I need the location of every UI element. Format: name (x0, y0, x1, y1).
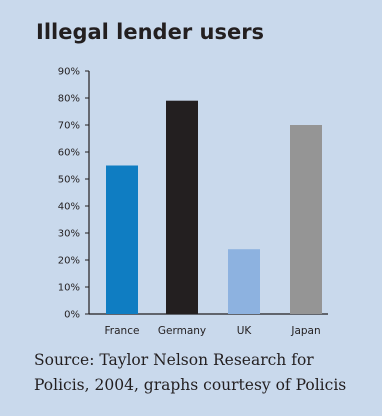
bar-germany (166, 100, 198, 314)
x-tick-label: Japan (290, 325, 320, 337)
y-tick-label: 60% (58, 148, 80, 159)
bar-japan (290, 125, 322, 314)
y-tick-label: 0% (64, 310, 80, 321)
y-tick-label: 90% (58, 67, 80, 78)
source-note: Source: Taylor Nelson Research for Polic… (34, 351, 347, 394)
y-tick-label: 30% (58, 229, 80, 240)
x-tick-label: Germany (158, 325, 206, 337)
y-tick-label: 80% (58, 94, 80, 105)
bar-france (106, 165, 138, 314)
y-tick-label: 50% (58, 175, 80, 186)
x-tick-label: France (105, 325, 140, 337)
y-tick-label: 40% (58, 202, 80, 213)
x-tick-label: UK (237, 325, 253, 337)
bar-chart: 0% 10% 20% 30% 40% 50% 60% 70% 80% 90% France Germa… (58, 67, 328, 337)
y-tick-label: 70% (58, 121, 80, 132)
y-tick-label: 20% (58, 256, 80, 267)
chart-title: Illegal lender users (36, 20, 265, 44)
bar-uk (228, 249, 260, 314)
y-tick-label: 10% (58, 283, 80, 294)
